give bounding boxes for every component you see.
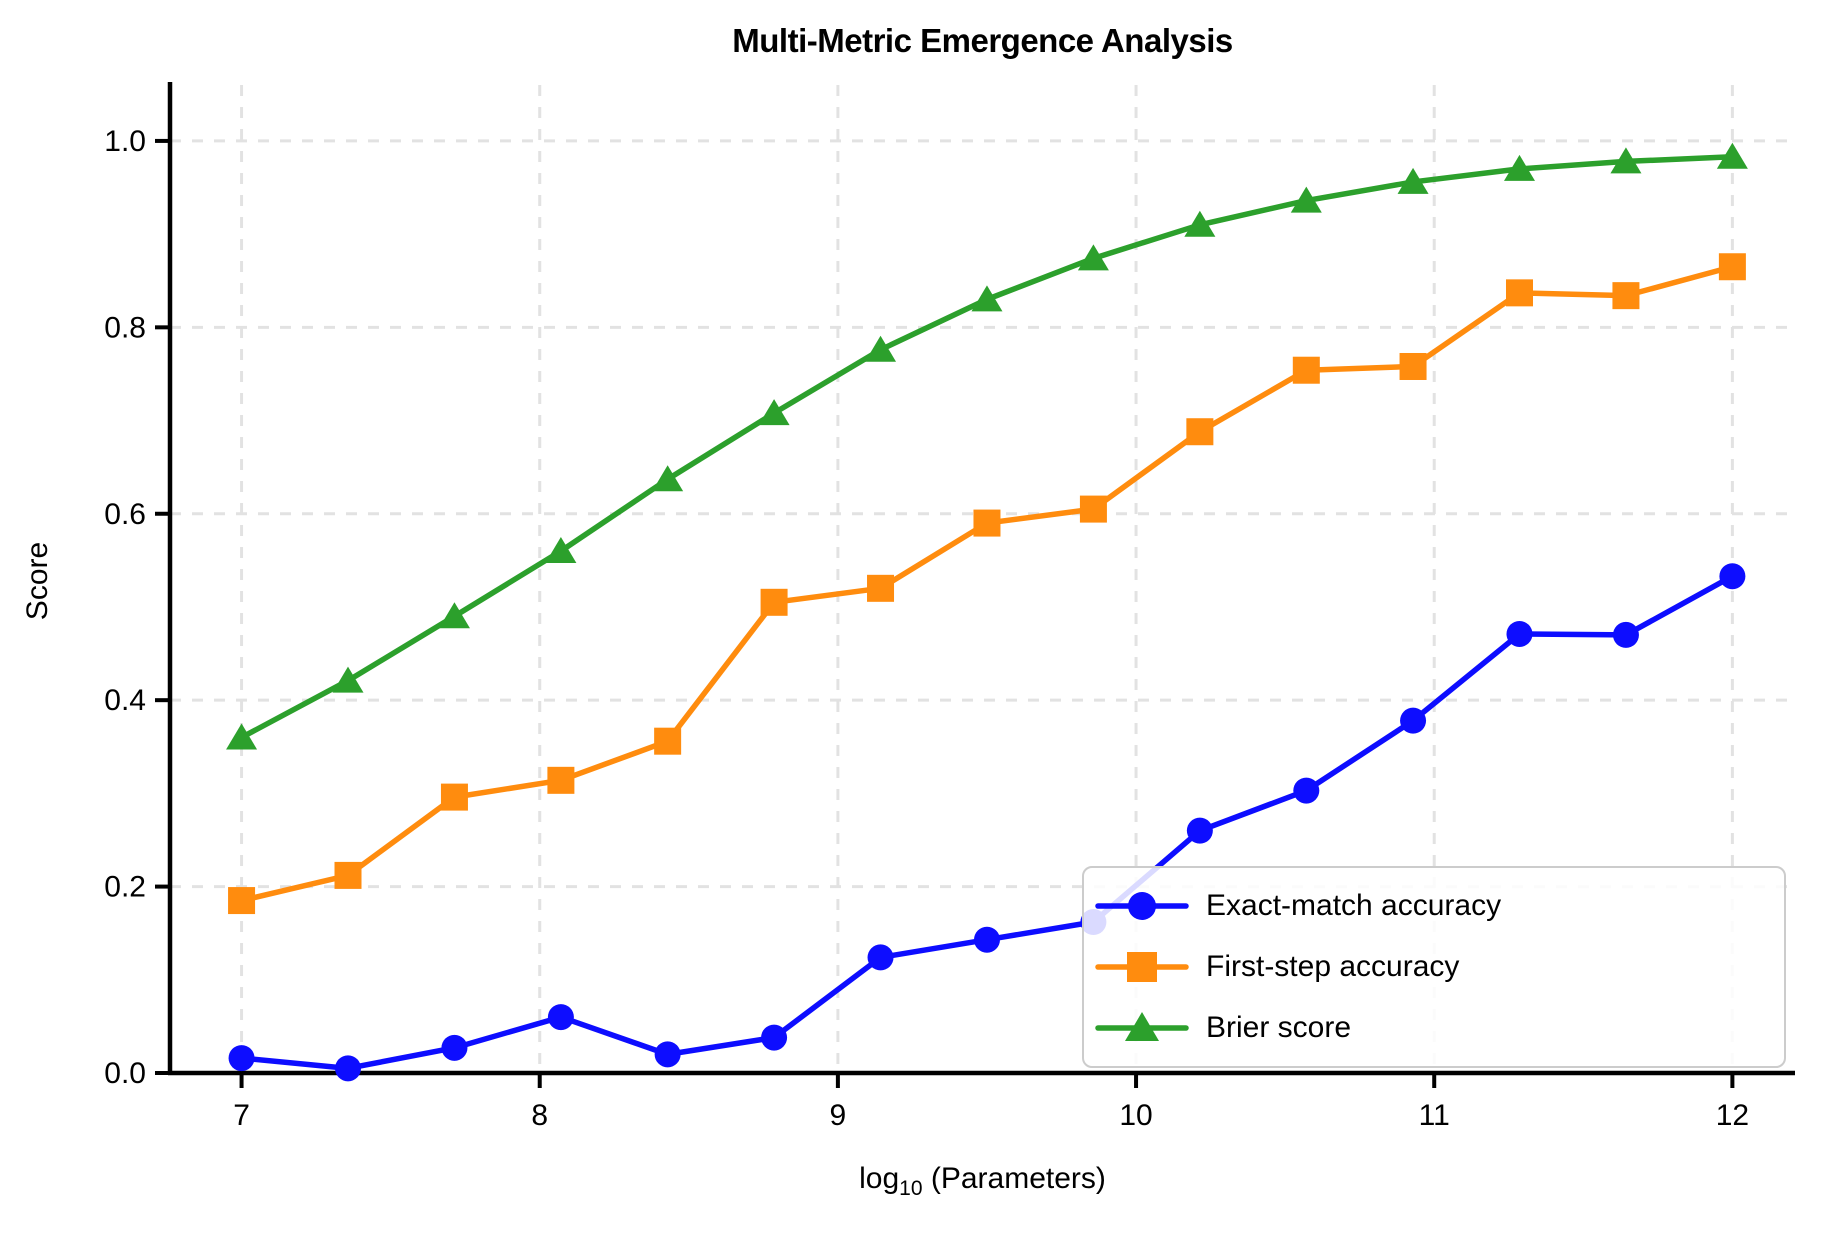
data-point-square — [1292, 356, 1320, 384]
legend-row: Exact-match accuracy — [1094, 876, 1774, 936]
x-tick-label: 11 — [1419, 1099, 1450, 1132]
y-tick-label: 1.0 — [104, 125, 146, 158]
x-tick-label: 12 — [1716, 1099, 1749, 1132]
data-point-square — [1718, 253, 1746, 281]
legend-row: First-step accuracy — [1094, 937, 1774, 997]
data-point-circle — [547, 1004, 574, 1031]
data-point-circle — [228, 1045, 255, 1072]
series-line-triangle — [238, 154, 1736, 741]
data-point-triangle — [332, 666, 364, 693]
data-point-triangle — [652, 465, 684, 492]
data-point-circle — [761, 1024, 788, 1051]
data-point-triangle — [865, 335, 897, 362]
data-point-triangle — [1610, 147, 1642, 174]
x-tick-label: 7 — [233, 1099, 250, 1132]
y-tick-label: 0.4 — [104, 684, 146, 717]
data-point-square — [654, 727, 682, 755]
data-point-square — [760, 588, 788, 616]
data-point-circle — [973, 926, 1000, 953]
data-point-triangle — [1503, 154, 1535, 181]
data-point-triangle — [438, 602, 470, 629]
y-tick-label: 0.2 — [104, 871, 146, 904]
y-tick-label: 0.0 — [104, 1057, 146, 1090]
data-point-circle — [867, 944, 894, 971]
data-point-square — [973, 509, 1001, 537]
legend-label: First-step accuracy — [1206, 949, 1460, 983]
data-point-square — [1505, 279, 1533, 307]
y-tick-label: 0.6 — [104, 498, 146, 531]
data-point-triangle — [1290, 186, 1322, 213]
data-point-square — [1399, 352, 1427, 380]
data-point-circle — [1506, 620, 1533, 647]
legend-label: Brier score — [1206, 1010, 1352, 1044]
data-point-square — [228, 887, 256, 915]
data-point-square — [440, 783, 468, 811]
data-point-triangle — [971, 285, 1003, 312]
x-axis-label: log10 (Parameters) — [170, 1162, 1795, 1201]
data-point-triangle — [1397, 167, 1429, 194]
data-point-square — [867, 574, 895, 602]
legend-marker-triangle-icon — [1095, 1011, 1189, 1041]
data-point-triangle — [758, 399, 790, 426]
x-tick-label: 10 — [1119, 1099, 1152, 1132]
data-point-square — [1079, 495, 1107, 523]
data-point-triangle — [545, 537, 577, 564]
legend-row: Brier score — [1094, 998, 1774, 1058]
data-point-circle — [1612, 621, 1639, 648]
data-point-square — [334, 861, 362, 889]
data-point-circle — [1400, 707, 1427, 734]
legend-marker-square-icon — [1095, 951, 1189, 982]
x-axis-label-base: log — [859, 1162, 900, 1195]
data-point-circle — [1186, 817, 1213, 844]
y-tick-label: 0.8 — [104, 311, 146, 344]
data-point-circle — [441, 1034, 468, 1061]
data-point-square — [547, 766, 575, 794]
y-axis-label: Score — [21, 541, 54, 621]
legend-label: Exact-match accuracy — [1206, 889, 1502, 923]
x-tick-label: 9 — [830, 1099, 847, 1132]
legend-marker-circle-icon — [1095, 892, 1189, 921]
x-tick-label: 8 — [531, 1099, 548, 1132]
data-point-triangle — [1077, 244, 1109, 271]
data-point-circle — [335, 1055, 362, 1082]
data-point-triangle — [1716, 142, 1748, 169]
data-point-circle — [1293, 777, 1320, 804]
chart-title: Multi-Metric Emergence Analysis — [732, 22, 1233, 59]
data-point-circle — [654, 1041, 681, 1068]
x-axis-label-rest: (Parameters) — [922, 1162, 1106, 1195]
data-point-triangle — [226, 723, 258, 750]
data-point-square — [1186, 418, 1214, 446]
data-point-triangle — [1184, 210, 1216, 237]
x-axis-label-subscript: 10 — [899, 1177, 923, 1200]
data-point-square — [1612, 282, 1640, 310]
legend: Exact-match accuracy First-step accuracy B… — [1082, 866, 1786, 1068]
data-point-circle — [1719, 563, 1746, 590]
